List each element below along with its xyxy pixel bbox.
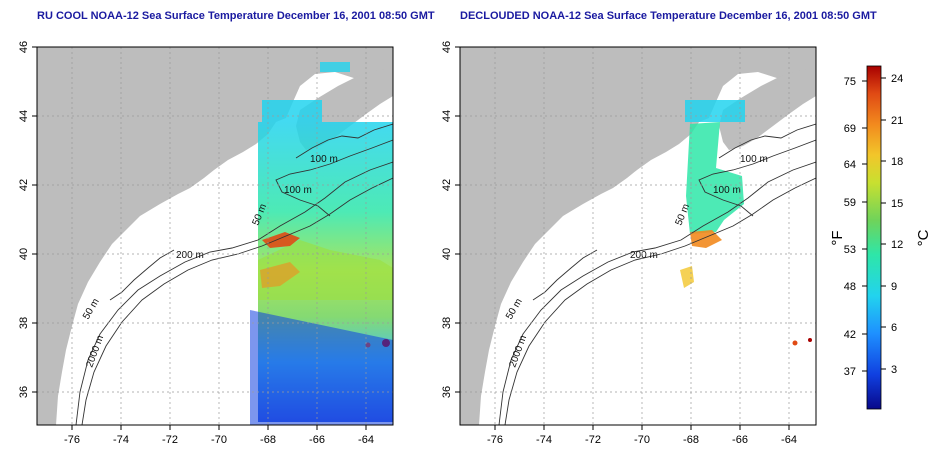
x-tick-label: -72 xyxy=(585,434,601,446)
right-panel-title: DECLOUDED NOAA-12 Sea Surface Temperatur… xyxy=(460,10,877,22)
colorbar-c-tick: 18 xyxy=(891,156,903,168)
colorbar-f-tick: 59 xyxy=(844,197,856,209)
land-nova-scotia xyxy=(719,68,816,150)
colorbar-f-tick: 42 xyxy=(844,329,856,341)
colorbar-fahrenheit-unit: °F xyxy=(829,230,846,245)
contour-label: 200 m xyxy=(176,250,204,261)
colorbar-f-tick: 48 xyxy=(844,281,856,293)
colorbar-c-tick: 12 xyxy=(891,239,903,251)
x-tick-label: -70 xyxy=(211,434,227,446)
x-tick-label: -72 xyxy=(162,434,178,446)
graticule xyxy=(460,47,816,425)
y-tick-label: 42 xyxy=(18,179,30,191)
x-tick-label: -74 xyxy=(113,434,129,446)
isobath-contours xyxy=(498,123,816,425)
x-tick-label: -64 xyxy=(781,434,797,446)
right-map-panel: 100 m 100 m 50 m 200 m 50 m 2000 m xyxy=(441,41,817,446)
colorbar-f-tick: 75 xyxy=(844,76,856,88)
x-tick-label: -70 xyxy=(634,434,650,446)
colorbar-c-tick: 9 xyxy=(891,281,897,293)
graticule xyxy=(37,47,393,425)
y-tick-label: 38 xyxy=(18,317,30,329)
contour-label: 100 m xyxy=(713,185,741,196)
y-tick-label: 46 xyxy=(441,41,453,53)
x-tick-label: -76 xyxy=(64,434,80,446)
colorbar-f-tick: 37 xyxy=(844,366,856,378)
x-tick-label: -68 xyxy=(260,434,276,446)
x-tick-label: -68 xyxy=(683,434,699,446)
y-tick-label: 36 xyxy=(18,386,30,398)
contour-label: 100 m xyxy=(740,154,768,165)
land-mass xyxy=(37,47,393,425)
contour-label: 100 m xyxy=(284,185,312,196)
contour-label: 100 m xyxy=(310,154,338,165)
temperature-colorbar: 75 69 64 59 53 48 42 37 24 21 18 15 12 9… xyxy=(829,65,932,410)
left-panel-title: RU COOL NOAA-12 Sea Surface Temperature … xyxy=(37,10,435,22)
y-tick-label: 46 xyxy=(18,41,30,53)
y-tick-label: 40 xyxy=(441,248,453,260)
y-tick-label: 36 xyxy=(441,386,453,398)
colorbar-f-tick: 64 xyxy=(844,159,856,171)
colorbar-c-tick: 3 xyxy=(891,364,897,376)
colorbar-c-tick: 21 xyxy=(891,115,903,127)
y-tick-label: 42 xyxy=(441,179,453,191)
x-tick-label: -74 xyxy=(536,434,552,446)
colorbar-c-tick: 24 xyxy=(891,73,903,85)
land-mass xyxy=(460,47,816,425)
colorbar-f-tick: 53 xyxy=(844,244,856,256)
x-tick-label: -66 xyxy=(732,434,748,446)
colorbar-c-tick: 6 xyxy=(891,322,897,334)
y-tick-label: 44 xyxy=(18,110,30,122)
isobath-contours xyxy=(75,123,393,425)
colorbar-c-tick: 15 xyxy=(891,198,903,210)
contour-label: 200 m xyxy=(630,250,658,261)
sst-declouded xyxy=(680,100,812,346)
colorbar-celsius-unit: °C xyxy=(915,229,932,246)
left-map-panel: 100 m 100 m 50 m 200 m 50 m 2000 m xyxy=(18,41,394,446)
x-tick-label: -76 xyxy=(487,434,503,446)
sst-swath xyxy=(250,62,393,425)
y-tick-label: 44 xyxy=(441,110,453,122)
x-tick-label: -66 xyxy=(309,434,325,446)
colorbar-f-tick: 69 xyxy=(844,123,856,135)
y-tick-label: 38 xyxy=(441,317,453,329)
x-tick-label: -64 xyxy=(358,434,374,446)
y-tick-label: 40 xyxy=(18,248,30,260)
